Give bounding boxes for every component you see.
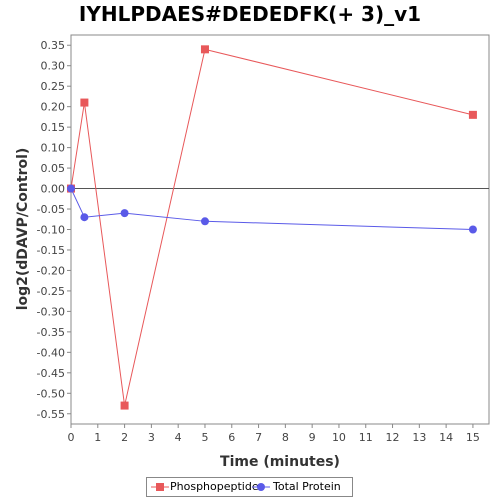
data-point-total-protein xyxy=(200,217,209,226)
x-tick-label: 1 xyxy=(94,431,101,444)
y-tick-label: -0.40 xyxy=(37,346,65,359)
y-tick-label: -0.15 xyxy=(37,244,65,257)
x-tick-label: 11 xyxy=(359,431,373,444)
y-tick-label: 0.35 xyxy=(41,39,66,52)
x-tick-label: 5 xyxy=(201,431,208,444)
y-tick-label: -0.05 xyxy=(37,203,65,216)
x-tick-label: 8 xyxy=(282,431,289,444)
legend-label-phosphopeptide: Phosphopeptide xyxy=(170,480,259,493)
y-tick-label: 0.05 xyxy=(41,162,66,175)
data-point-phosphopeptide xyxy=(80,98,89,107)
data-point-total-protein xyxy=(67,184,75,193)
y-tick-label: -0.30 xyxy=(37,305,65,318)
x-tick-label: 4 xyxy=(175,431,182,444)
chart-title: IYHLPDAES#DEDEDFK(+ 3)_v1 xyxy=(78,2,422,26)
data-point-phosphopeptide xyxy=(468,110,477,119)
y-tick-label: -0.50 xyxy=(37,387,65,400)
y-tick-label: 0.10 xyxy=(41,142,66,155)
y-tick-label: 0.20 xyxy=(41,101,66,114)
x-tick-label: 0 xyxy=(68,431,75,444)
x-tick-label: 6 xyxy=(228,431,235,444)
legend-swatch-phosphopeptide xyxy=(151,483,169,491)
legend-swatch-total-protein xyxy=(252,483,270,491)
y-tick-label: -0.45 xyxy=(37,367,65,380)
y-axis-label: log2(dDAVP/Control) xyxy=(15,148,31,311)
x-tick-label: 10 xyxy=(332,431,346,444)
y-tick-label: 0.00 xyxy=(41,183,66,196)
data-point-total-protein xyxy=(80,213,89,222)
x-tick-label: 3 xyxy=(148,431,155,444)
legend-label-total-protein: Total Protein xyxy=(273,480,341,493)
y-tick-label: 0.25 xyxy=(41,80,66,93)
x-tick-label: 15 xyxy=(466,431,480,444)
y-tick-label: -0.10 xyxy=(37,224,65,237)
x-axis-label: Time (minutes) xyxy=(220,454,340,470)
x-tick-label: 12 xyxy=(386,431,400,444)
x-tick-label: 9 xyxy=(309,431,316,444)
y-tick-label: -0.20 xyxy=(37,264,65,277)
y-tick-label: -0.55 xyxy=(37,408,65,421)
legend: Phosphopeptide Total Protein xyxy=(146,477,353,497)
y-tick-label: -0.25 xyxy=(37,285,65,298)
series-layer xyxy=(67,45,477,410)
data-point-phosphopeptide xyxy=(120,401,129,410)
data-point-total-protein xyxy=(120,209,129,218)
x-axis-ticks: 0 1 2 3 4 5 6 7 8 9 10 11 12 13 14 15 xyxy=(68,424,480,444)
x-tick-label: 7 xyxy=(255,431,262,444)
x-tick-label: 14 xyxy=(439,431,453,444)
y-tick-label: 0.30 xyxy=(41,60,66,73)
y-tick-label: -0.35 xyxy=(37,326,65,339)
x-tick-label: 13 xyxy=(412,431,426,444)
y-axis-ticks: 0.35 0.30 0.25 0.20 0.15 0.10 0.05 0.00 -0.05 -0.… xyxy=(37,39,71,421)
data-point-total-protein xyxy=(468,225,477,234)
data-point-phosphopeptide xyxy=(200,45,209,54)
x-tick-label: 2 xyxy=(121,431,128,444)
y-tick-label: 0.15 xyxy=(41,121,66,134)
plot-area xyxy=(70,34,490,425)
